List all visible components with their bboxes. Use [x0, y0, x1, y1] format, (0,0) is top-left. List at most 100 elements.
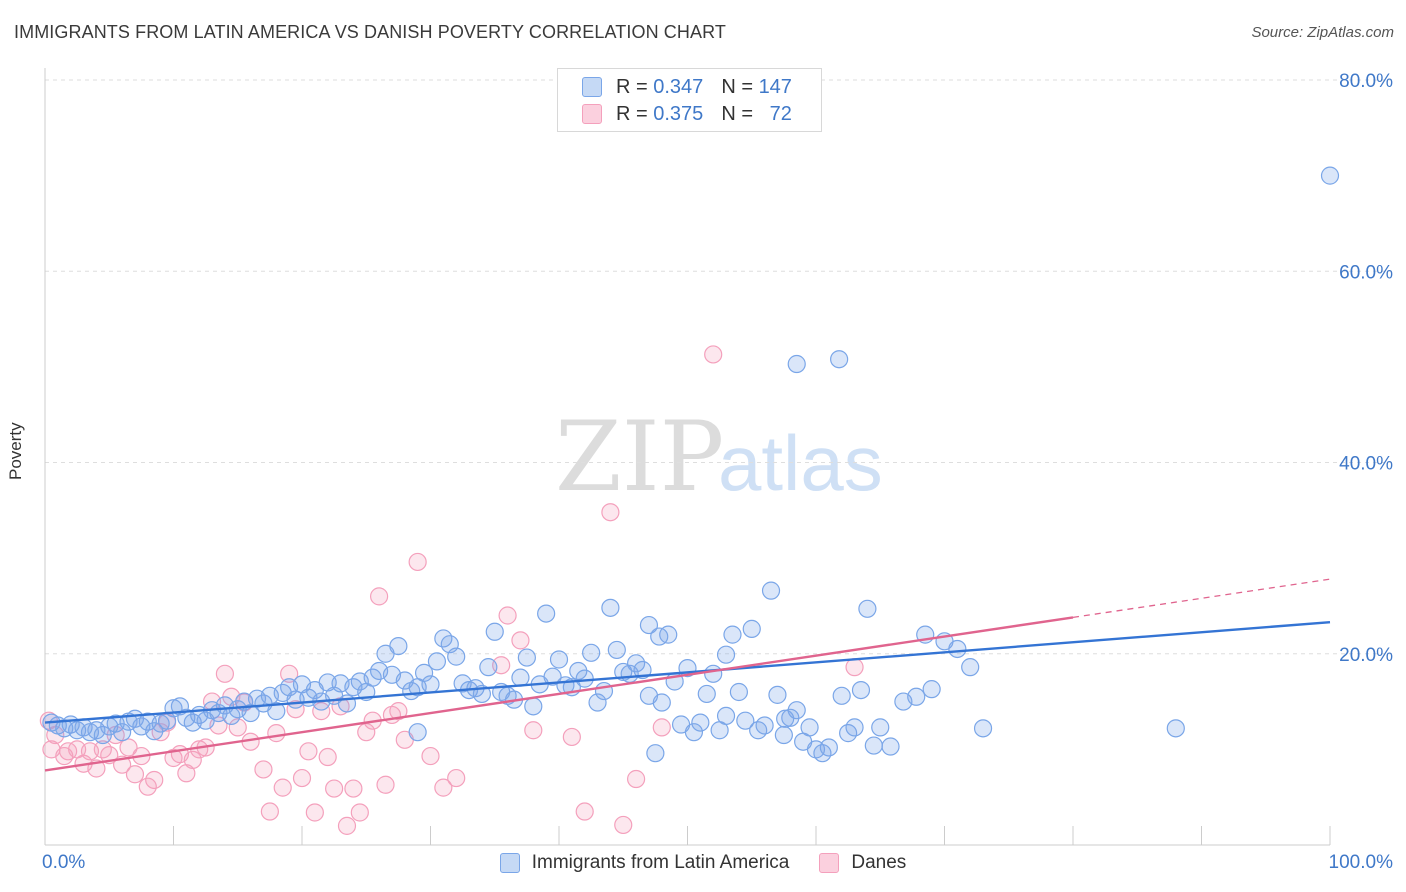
danes-point — [524, 721, 543, 740]
immigrants-point — [575, 669, 594, 688]
legend-r-label: R = — [616, 102, 648, 125]
danes-point — [337, 816, 357, 835]
immigrants-point — [594, 681, 614, 701]
danes-point — [575, 802, 594, 821]
danes-point — [370, 587, 389, 606]
immigrants-point — [858, 599, 877, 618]
danes-point — [305, 803, 324, 822]
legend-row-immigrants: R = 0.347 N = 147 — [582, 75, 792, 99]
danes-point — [511, 631, 530, 650]
danes-point — [280, 664, 299, 683]
immigrants-point — [973, 719, 993, 738]
immigrants-point — [961, 658, 980, 677]
immigrants-point — [776, 709, 795, 728]
immigrants-point — [716, 706, 736, 726]
immigrants-trend-line — [44, 620, 1331, 724]
series-latin-america-points — [39, 345, 864, 835]
immigrants-point — [832, 686, 851, 705]
immigrants-point — [830, 350, 849, 369]
immigrants-point — [851, 680, 871, 700]
legend-item-danes[interactable]: Danes — [819, 852, 906, 874]
danes-point — [344, 779, 363, 798]
legend-item-immigrants[interactable]: Immigrants from Latin America — [499, 852, 790, 874]
danes-point — [389, 702, 408, 721]
correlation-legend: R = 0.347 N = 147 R = 0.375 N = 72 — [557, 68, 822, 132]
legend-n-label: N = — [721, 75, 753, 98]
legend-label-immigrants: Immigrants from Latin America — [531, 852, 790, 873]
grid-lines — [45, 79, 1392, 655]
immigrants-point — [479, 658, 498, 677]
immigrants-point — [742, 619, 761, 638]
immigrants-point — [761, 581, 781, 600]
danes-point — [273, 778, 292, 797]
immigrants-point — [601, 598, 620, 617]
danes-point — [267, 724, 286, 743]
x-tick-min: 0.0% — [42, 852, 86, 873]
immigrants-point — [871, 718, 890, 737]
danes-point — [408, 552, 427, 572]
immigrants-point — [633, 660, 652, 680]
legend-swatch-danes — [582, 104, 602, 124]
immigrants-point — [922, 680, 941, 699]
immigrants-point — [652, 693, 671, 712]
immigrants-point — [948, 639, 967, 659]
immigrants-point — [787, 354, 806, 374]
danes-point — [434, 778, 453, 797]
danes-point — [498, 606, 517, 625]
immigrants-point — [524, 697, 543, 716]
danes-point — [652, 718, 671, 737]
y-tick-label: 20.0% — [1339, 645, 1393, 666]
immigrants-point — [774, 725, 793, 745]
immigrants-point — [723, 625, 742, 644]
danes-point — [601, 503, 620, 522]
danes-point — [254, 760, 273, 779]
immigrants-point — [845, 718, 864, 737]
danes-point — [845, 658, 864, 677]
immigrants-point — [907, 687, 926, 706]
immigrants-point — [543, 667, 562, 686]
source-label: Source: ZipAtlas.com — [1251, 24, 1394, 41]
immigrants-point — [729, 682, 749, 702]
immigrants-point — [537, 604, 556, 623]
danes-point — [228, 718, 247, 737]
immigrants-point — [768, 685, 787, 704]
series-legend: Immigrants from Latin America Danes — [0, 852, 1406, 874]
immigrants-point — [421, 675, 440, 694]
immigrants-point — [800, 718, 819, 737]
immigrants-point — [511, 668, 530, 687]
legend-n-value-immigrants: 147 — [758, 75, 792, 98]
danes-point — [138, 777, 157, 796]
danes-point — [318, 747, 337, 767]
danes-point — [376, 775, 395, 794]
danes-point — [614, 815, 633, 835]
immigrants-point — [819, 738, 838, 757]
immigrants-point — [736, 711, 755, 730]
y-tick-labels: 20.0% 40.0% 60.0% 80.0% — [1339, 71, 1393, 666]
immigrants-point — [755, 716, 774, 735]
danes-point — [350, 803, 369, 822]
immigrants-point — [864, 736, 883, 755]
legend-r-value-immigrants: 0.347 — [653, 75, 704, 98]
legend-label-danes: Danes — [851, 852, 907, 873]
danes-point — [183, 750, 202, 769]
danes-point — [125, 765, 145, 784]
immigrants-point — [626, 654, 646, 673]
immigrants-point — [414, 663, 434, 682]
immigrants-point — [691, 713, 710, 732]
danes-point — [562, 727, 581, 747]
legend-r-value-danes: 0.375 — [653, 102, 704, 125]
immigrants-point — [697, 684, 716, 704]
danes-point — [704, 345, 723, 364]
immigrants-point — [112, 723, 132, 742]
immigrants-point — [1320, 166, 1340, 185]
immigrants-point — [588, 693, 607, 712]
y-tick-label: 60.0% — [1339, 262, 1393, 283]
watermark-zip: ZIP — [555, 401, 724, 513]
danes-point — [626, 769, 646, 789]
chart-title: IMMIGRANTS FROM LATIN AMERICA VS DANISH … — [14, 22, 726, 42]
immigrants-point — [607, 640, 626, 660]
immigrants-point — [881, 737, 900, 756]
legend-swatch-danes — [819, 853, 840, 873]
trend-lines — [44, 578, 1331, 772]
danes-point — [260, 802, 279, 821]
